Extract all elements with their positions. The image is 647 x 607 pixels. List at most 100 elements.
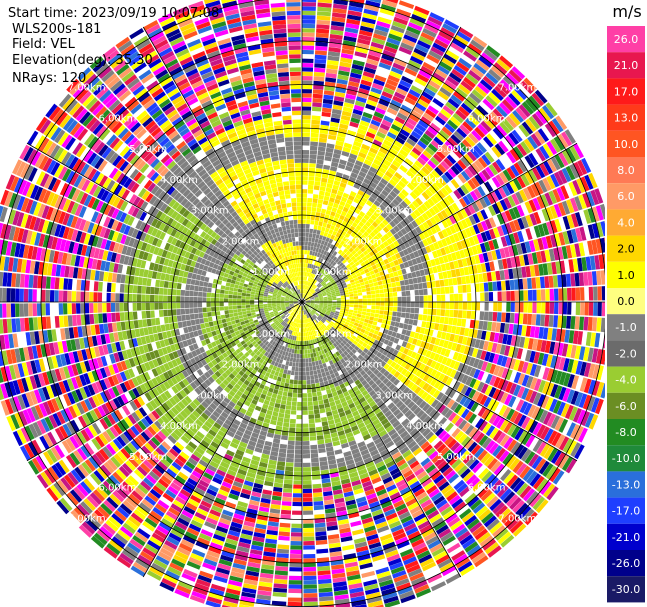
velocity-bin bbox=[548, 275, 554, 288]
velocity-bin bbox=[430, 76, 443, 86]
velocity-bin bbox=[332, 202, 339, 209]
velocity-bin bbox=[317, 373, 323, 379]
velocity-bin bbox=[402, 71, 416, 81]
velocity-bin bbox=[397, 302, 402, 307]
velocity-bin bbox=[290, 532, 302, 537]
velocity-bin bbox=[306, 211, 312, 216]
velocity-bin bbox=[286, 449, 295, 454]
velocity-bin bbox=[294, 467, 302, 472]
velocity-bin bbox=[345, 297, 350, 300]
velocity-bin bbox=[345, 93, 356, 100]
velocity-bin bbox=[315, 234, 320, 239]
velocity-bin bbox=[418, 289, 424, 296]
velocity-bin bbox=[322, 107, 332, 113]
velocity-bin bbox=[340, 53, 354, 60]
velocity-bin bbox=[368, 50, 382, 58]
velocity-bin bbox=[318, 404, 325, 410]
velocity-bin bbox=[583, 272, 589, 286]
velocity-bin bbox=[308, 410, 314, 415]
velocity-bin bbox=[314, 181, 321, 186]
velocity-bin bbox=[373, 317, 379, 322]
velocity-bin bbox=[412, 106, 425, 116]
velocity-bin bbox=[293, 471, 302, 476]
velocity-bin bbox=[324, 227, 330, 233]
velocity-bin bbox=[522, 313, 528, 325]
velocity-bin bbox=[293, 379, 298, 385]
velocity-bins bbox=[0, 0, 605, 607]
velocity-bin bbox=[336, 297, 341, 300]
velocity-bin bbox=[295, 436, 302, 441]
velocity-bin bbox=[317, 155, 325, 161]
velocity-bin bbox=[414, 5, 430, 16]
velocity-bin bbox=[393, 140, 403, 149]
velocity-bin bbox=[339, 214, 345, 221]
velocity-bin bbox=[400, 317, 405, 324]
velocity-bin bbox=[313, 492, 323, 498]
velocity-bin bbox=[358, 200, 366, 207]
velocity-bin bbox=[315, 531, 327, 537]
velocity-bin bbox=[281, 377, 286, 383]
velocity-bin bbox=[400, 312, 406, 318]
velocity-bin bbox=[323, 241, 329, 247]
velocity-bin bbox=[424, 129, 436, 139]
velocity-bin bbox=[396, 8, 412, 18]
velocity-bin bbox=[411, 147, 422, 156]
velocity-bin bbox=[462, 293, 468, 302]
velocity-bin bbox=[307, 263, 310, 268]
velocity-bin bbox=[379, 306, 385, 311]
velocity-bin bbox=[383, 186, 392, 194]
velocity-bin bbox=[378, 166, 387, 174]
velocity-bin bbox=[326, 233, 332, 239]
velocity-bin bbox=[308, 414, 315, 419]
velocity-bin bbox=[404, 30, 420, 40]
velocity-bin bbox=[340, 115, 351, 122]
velocity-bin bbox=[317, 257, 322, 263]
velocity-bin bbox=[402, 273, 408, 280]
velocity-bin bbox=[307, 246, 311, 251]
velocity-bin bbox=[436, 302, 441, 309]
velocity-bin bbox=[311, 278, 315, 284]
velocity-bin bbox=[406, 302, 411, 308]
velocity-bin bbox=[302, 467, 311, 472]
velocity-bin bbox=[279, 443, 287, 449]
velocity-bin bbox=[378, 284, 384, 290]
velocity-bin bbox=[449, 309, 454, 318]
velocity-bin bbox=[314, 220, 319, 226]
velocity-bin bbox=[322, 200, 329, 206]
velocity-bin bbox=[366, 291, 371, 295]
velocity-bin bbox=[453, 65, 467, 76]
velocity-bin bbox=[338, 70, 350, 77]
velocity-bin bbox=[288, 575, 302, 581]
velocity-bin bbox=[361, 75, 374, 83]
velocity-bin bbox=[373, 200, 381, 207]
velocity-bin bbox=[322, 103, 333, 109]
velocity-bin bbox=[290, 536, 302, 541]
velocity-bin bbox=[304, 340, 307, 346]
velocity-bin bbox=[391, 316, 397, 322]
velocity-bin bbox=[592, 317, 598, 332]
velocity-bin bbox=[321, 390, 327, 396]
velocity-bin bbox=[314, 522, 326, 528]
velocity-bin bbox=[320, 212, 326, 218]
velocity-bin bbox=[303, 601, 318, 607]
velocity-bin bbox=[319, 129, 329, 135]
velocity-bin bbox=[310, 145, 318, 151]
velocity-bin bbox=[401, 296, 407, 302]
velocity-bin bbox=[383, 310, 389, 316]
velocity-bin bbox=[415, 302, 420, 308]
velocity-bin bbox=[315, 45, 328, 51]
velocity-bin bbox=[449, 294, 454, 302]
velocity-bin bbox=[302, 445, 310, 450]
velocity-bin bbox=[352, 59, 365, 67]
velocity-bin bbox=[439, 86, 452, 98]
velocity-bin bbox=[302, 436, 310, 441]
velocity-bin bbox=[287, 601, 302, 607]
velocity-bin bbox=[302, 36, 315, 42]
velocity-bin bbox=[320, 368, 325, 374]
velocity-bin bbox=[373, 189, 381, 196]
velocity-bin bbox=[358, 211, 366, 218]
velocity-bin bbox=[349, 205, 356, 212]
velocity-bin bbox=[321, 478, 331, 484]
velocity-bin bbox=[461, 318, 467, 327]
velocity-bin bbox=[336, 208, 343, 215]
